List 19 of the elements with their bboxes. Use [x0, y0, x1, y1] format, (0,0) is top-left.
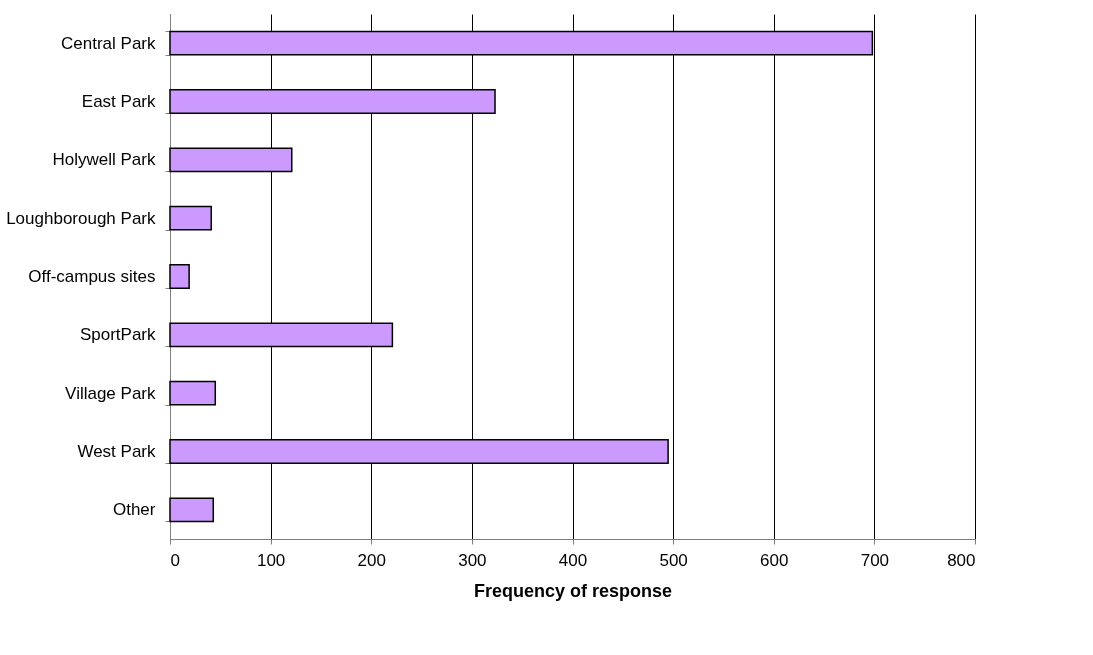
y-tick-label: Off-campus sites [28, 267, 156, 286]
y-tick-label: SportPark [79, 325, 156, 345]
y-tick-label: Village Park [65, 383, 156, 403]
x-tick-label: 500 [659, 550, 688, 570]
y-tick-label: Loughborough Park [6, 208, 156, 228]
x-tick-label: 300 [458, 550, 487, 570]
y-tick-label: Other [112, 500, 156, 520]
x-tick-label: 600 [760, 550, 789, 570]
x-tick-label: 100 [256, 550, 286, 570]
y-tick-label: West Park [77, 442, 156, 461]
x-axis-title: Frequency of response [473, 580, 673, 601]
x-tick-label: 800 [947, 550, 976, 570]
x-tick-label: 200 [357, 550, 386, 570]
y-tick-label: East Park [81, 92, 156, 111]
y-tick-label: Central Park [61, 33, 156, 53]
x-tick-label: 0 [170, 550, 180, 570]
x-tick-label: 400 [558, 550, 588, 570]
y-tick-label: Holywell Park [52, 150, 156, 170]
x-tick-label: 700 [860, 550, 890, 570]
